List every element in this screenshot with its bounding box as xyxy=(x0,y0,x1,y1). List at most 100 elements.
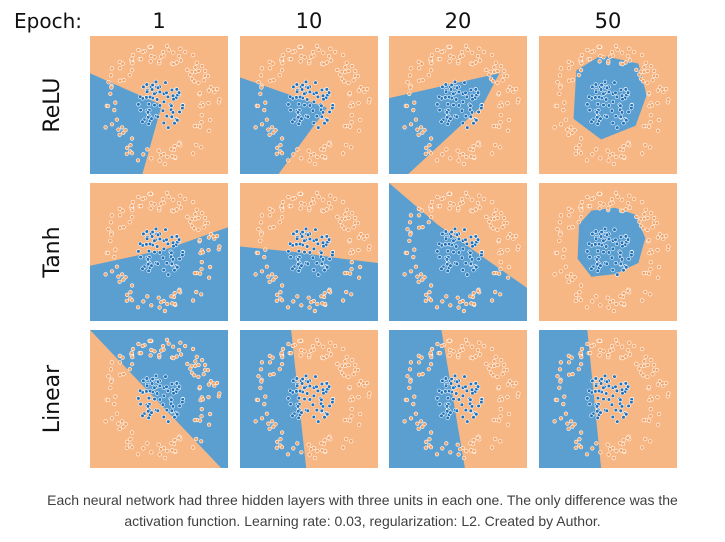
outer-point xyxy=(470,344,475,349)
outer-point xyxy=(419,125,424,130)
outer-point xyxy=(562,394,567,399)
outer-point xyxy=(611,308,617,314)
outer-point xyxy=(578,298,584,303)
outer-point xyxy=(346,68,351,74)
inner-point xyxy=(174,87,179,92)
outer-point xyxy=(643,142,648,148)
inner-point xyxy=(170,110,176,115)
outer-point xyxy=(259,379,264,384)
inner-point xyxy=(449,229,454,235)
outer-point xyxy=(477,352,483,357)
outer-point xyxy=(621,438,626,443)
inner-point xyxy=(296,249,302,254)
inner-point xyxy=(629,400,634,405)
outer-point xyxy=(426,220,431,225)
outer-point xyxy=(125,145,130,150)
inner-point xyxy=(454,261,459,266)
outer-point xyxy=(625,348,631,353)
inner-point xyxy=(459,255,465,260)
outer-point xyxy=(355,368,361,373)
inner-point xyxy=(288,255,293,260)
outer-point xyxy=(490,298,495,303)
outer-point xyxy=(475,141,480,146)
outer-point xyxy=(657,85,663,90)
outer-point xyxy=(356,248,361,253)
outer-point xyxy=(194,436,199,442)
outer-point xyxy=(641,418,646,423)
outer-point xyxy=(280,215,285,220)
inner-point xyxy=(456,89,462,95)
inner-point xyxy=(621,121,626,126)
outer-point xyxy=(279,151,285,156)
outer-point xyxy=(315,154,320,160)
outer-point xyxy=(428,203,433,208)
outer-point xyxy=(286,194,291,200)
outer-point xyxy=(172,291,177,296)
outer-point xyxy=(328,58,334,63)
outer-point xyxy=(258,91,263,96)
outer-point xyxy=(645,68,650,74)
outer-point xyxy=(207,422,212,427)
outer-point xyxy=(448,450,453,455)
inner-point xyxy=(161,120,166,126)
inner-point xyxy=(619,387,625,392)
outer-point xyxy=(280,199,286,205)
outer-point xyxy=(117,66,123,71)
inner-point xyxy=(454,85,460,90)
outer-point xyxy=(255,103,261,109)
inner-point xyxy=(460,414,465,420)
inner-point xyxy=(587,255,592,260)
outer-point xyxy=(471,291,476,296)
inner-point xyxy=(169,408,174,413)
inner-point xyxy=(300,82,305,88)
inner-point xyxy=(169,87,174,93)
inner-point xyxy=(327,384,332,389)
outer-point xyxy=(434,452,440,457)
inner-point xyxy=(170,240,176,245)
outer-point xyxy=(346,215,351,221)
outer-point xyxy=(194,289,199,295)
outer-point xyxy=(350,211,355,216)
inner-point xyxy=(614,388,620,394)
inner-point xyxy=(443,389,448,394)
inner-point xyxy=(598,234,604,239)
outer-point xyxy=(573,298,578,303)
inner-point xyxy=(623,87,628,92)
outer-point xyxy=(310,344,316,349)
inner-point xyxy=(300,87,305,92)
inner-point xyxy=(161,267,166,273)
outer-point xyxy=(135,305,141,310)
outer-point xyxy=(117,372,123,377)
outer-point xyxy=(165,301,170,307)
outer-point xyxy=(312,455,318,461)
panel-relu-epoch-1 xyxy=(90,36,228,174)
inner-point xyxy=(456,250,462,255)
outer-point xyxy=(258,220,264,225)
panel-linear-epoch-1 xyxy=(90,330,228,468)
outer-point xyxy=(206,235,211,240)
outer-point xyxy=(196,362,201,368)
outer-point xyxy=(597,59,602,64)
outer-point xyxy=(566,66,572,71)
outer-point xyxy=(200,250,205,255)
inner-point xyxy=(606,383,612,389)
inner-point xyxy=(136,249,141,254)
outer-point xyxy=(192,373,197,378)
outer-point xyxy=(127,73,132,78)
outer-point xyxy=(447,191,452,196)
outer-point xyxy=(646,271,652,276)
inner-point xyxy=(602,79,608,84)
inner-point xyxy=(288,107,293,113)
outer-point xyxy=(492,65,497,70)
outer-point xyxy=(256,227,261,232)
inner-point xyxy=(327,237,332,242)
outer-point xyxy=(347,385,352,390)
outer-point xyxy=(420,77,425,83)
inner-point xyxy=(305,379,311,384)
outer-point xyxy=(120,61,125,66)
outer-point xyxy=(408,85,413,90)
inner-point xyxy=(324,234,329,239)
outer-point xyxy=(566,426,571,431)
outer-point xyxy=(170,448,175,453)
outer-point xyxy=(108,367,114,372)
